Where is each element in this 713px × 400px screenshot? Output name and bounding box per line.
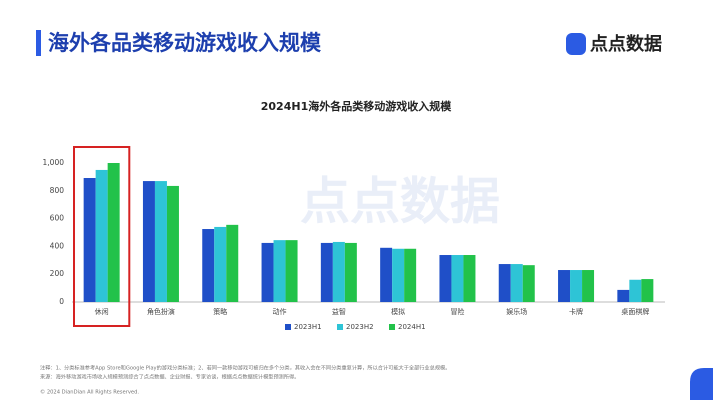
bar	[558, 270, 571, 302]
y-tick-label: 800	[50, 186, 65, 195]
bar	[202, 229, 215, 302]
bar	[439, 255, 452, 302]
bar	[142, 181, 155, 302]
bar	[629, 279, 642, 302]
x-tick-label: 冒险	[450, 307, 464, 316]
bar	[380, 247, 393, 302]
x-tick-label: 模拟	[391, 307, 405, 316]
bar	[154, 181, 167, 302]
x-tick-label: 动作	[273, 307, 287, 316]
bar	[285, 240, 298, 302]
page-title: 海外各品类移动游戏收入规模	[48, 31, 322, 55]
y-tick-label: 400	[50, 241, 65, 250]
x-tick-label: 休闲	[95, 307, 109, 316]
bar	[214, 226, 227, 302]
x-tick-label: 角色扮演	[147, 307, 175, 316]
y-tick-label: 1,000	[43, 158, 65, 167]
legend-swatch	[285, 324, 291, 330]
x-tick-label: 益智	[332, 307, 346, 316]
y-tick-label: 0	[59, 297, 64, 306]
note: 注释：1、分类标准参考App Store和Google Play的游戏分类标准；…	[40, 364, 450, 372]
copyright: © 2024 DianDian All Rights Reserved.	[40, 389, 139, 396]
x-tick-label: 策略	[213, 307, 227, 316]
y-tick-label: 600	[50, 214, 65, 223]
note: 来源：海外移动游戏市场收入规模预测综合了点点数据、企业财报、专家访谈，根据点点数…	[40, 373, 299, 381]
bar	[107, 163, 120, 302]
bar	[344, 242, 357, 302]
bar	[166, 185, 179, 302]
bar	[617, 289, 630, 302]
watermark: 点点数据	[300, 173, 500, 231]
bar	[582, 270, 595, 302]
x-tick-label: 桌面棋牌	[621, 307, 649, 316]
bar	[522, 265, 535, 302]
bar	[273, 240, 286, 302]
bar	[261, 242, 274, 302]
logo-icon	[566, 33, 586, 55]
corner-decoration	[690, 368, 713, 400]
bar	[332, 241, 345, 302]
bar	[510, 264, 523, 302]
legend-label: 2024H1	[398, 323, 426, 331]
bar	[226, 224, 239, 302]
legend-swatch	[389, 324, 395, 330]
legend-swatch	[337, 324, 343, 330]
bar	[463, 255, 476, 302]
bar	[641, 279, 654, 302]
x-tick-label: 卡牌	[569, 307, 583, 316]
bar	[498, 264, 511, 302]
bar	[83, 178, 96, 302]
legend-label: 2023H1	[294, 323, 322, 331]
bar	[392, 248, 405, 302]
bar	[95, 169, 108, 302]
chart-title: 2024H1海外各品类移动游戏收入规模	[261, 99, 452, 113]
bar	[320, 242, 333, 302]
bar	[451, 255, 464, 302]
logo-text: 点点数据	[590, 33, 662, 55]
x-tick-label: 娱乐场	[506, 307, 527, 316]
bar	[404, 248, 417, 302]
y-tick-label: 200	[50, 269, 65, 278]
highlight-box	[73, 146, 131, 327]
title-accent	[36, 30, 41, 56]
legend-label: 2023H2	[346, 323, 374, 331]
bar	[570, 270, 583, 302]
